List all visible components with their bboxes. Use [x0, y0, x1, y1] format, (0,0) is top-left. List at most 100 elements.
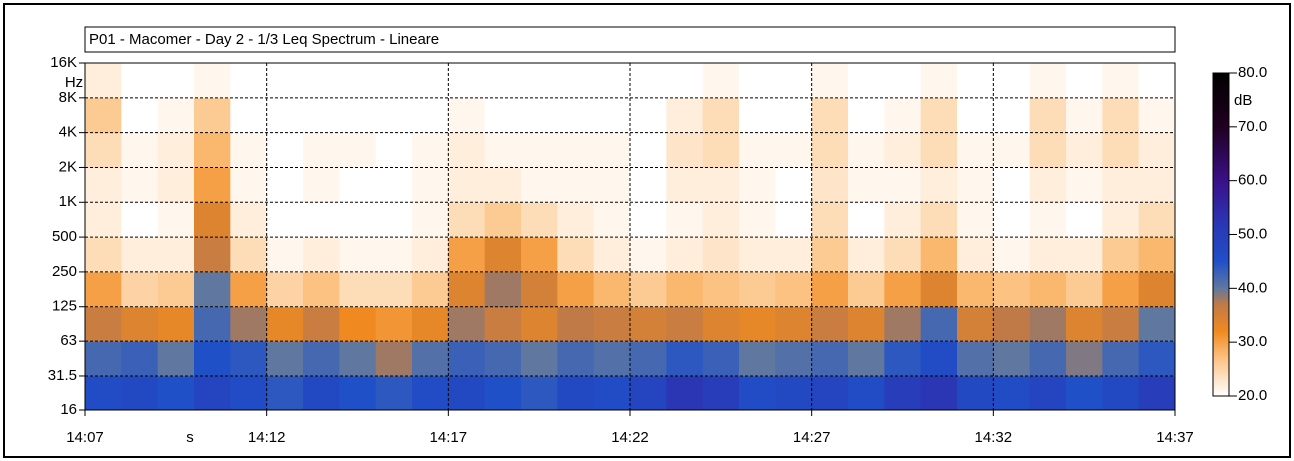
heat-cell [557, 237, 595, 273]
heat-cell [1029, 271, 1067, 308]
heat-cell [557, 97, 595, 134]
heat-cell [957, 63, 994, 99]
heat-cell [412, 271, 449, 308]
heat-cell [666, 202, 704, 238]
heat-cell [412, 306, 449, 342]
colorbar-tick-label: 70.0 [1238, 118, 1267, 135]
heat-cell [702, 306, 740, 342]
heat-cell [157, 132, 195, 168]
heat-cell [339, 202, 377, 238]
heat-cell [448, 341, 486, 377]
heat-cell [375, 202, 413, 238]
heat-cell [739, 97, 776, 134]
heat-cell [811, 306, 849, 342]
y-tick-label: 4K [59, 124, 77, 141]
heat-cell [484, 341, 522, 377]
heat-cell [593, 341, 631, 377]
heat-cell [266, 271, 304, 308]
colorbar-tick-label: 20.0 [1238, 387, 1267, 404]
heat-cell [593, 167, 631, 203]
heat-cell [884, 341, 922, 377]
heat-cell [157, 167, 195, 203]
heat-cell [848, 167, 885, 203]
heat-cell [521, 341, 558, 377]
heat-cell [339, 375, 377, 411]
heat-cell [702, 167, 740, 203]
heat-cell [593, 237, 631, 273]
heat-cell [484, 271, 522, 308]
y-tick-label: 500 [52, 228, 77, 245]
heat-cell [303, 63, 340, 99]
heat-cell [811, 167, 849, 203]
heat-cell [702, 202, 740, 238]
heat-cell [194, 167, 231, 203]
heat-cell [557, 271, 595, 308]
heat-cell [775, 375, 813, 411]
heat-cell [121, 271, 159, 308]
heat-cell [266, 237, 304, 273]
heat-cell [448, 271, 486, 308]
heat-cell [412, 63, 449, 99]
heat-cell [157, 97, 195, 134]
heat-cell [739, 63, 776, 99]
heat-cell [993, 271, 1031, 308]
heat-cell [194, 202, 231, 238]
heat-cell [157, 306, 195, 342]
heat-cell [484, 97, 522, 134]
heat-cell [775, 306, 813, 342]
heat-cell [266, 63, 304, 99]
heat-cell [521, 271, 558, 308]
heat-cell [702, 132, 740, 168]
heat-cell [521, 202, 558, 238]
heat-cell [1066, 167, 1103, 203]
colorbar-tick-label: 30.0 [1238, 333, 1267, 350]
heat-cell [775, 97, 813, 134]
x-tick-label: 14:17 [430, 429, 468, 446]
heat-cell [1138, 63, 1176, 99]
heat-cell [484, 63, 522, 99]
heat-cell [593, 306, 631, 342]
heat-cell [630, 167, 667, 203]
heat-cell [920, 375, 958, 411]
heat-cell [702, 341, 740, 377]
x-tick-label: 14:12 [248, 429, 286, 446]
heat-cell [593, 63, 631, 99]
heat-cell [993, 306, 1031, 342]
heat-cell [230, 341, 268, 377]
heat-cell [630, 271, 667, 308]
heat-cell [557, 167, 595, 203]
heat-cell [557, 132, 595, 168]
heat-cell [266, 375, 304, 411]
heat-cell [920, 341, 958, 377]
heat-cell [121, 97, 159, 134]
y-tick-label: 125 [52, 298, 77, 315]
heat-cell [266, 341, 304, 377]
heat-cell [848, 306, 885, 342]
colorbar [1212, 72, 1230, 397]
heat-cell [157, 271, 195, 308]
heat-cell [593, 271, 631, 308]
heat-cell [194, 341, 231, 377]
heat-cell [739, 132, 776, 168]
heat-cell [811, 132, 849, 168]
heat-cell [1102, 202, 1140, 238]
heat-cell [884, 306, 922, 342]
heat-cell [194, 237, 231, 273]
heat-cell [775, 63, 813, 99]
heat-cell [339, 237, 377, 273]
heat-cell [230, 132, 268, 168]
heat-cell [1138, 97, 1176, 134]
heat-cell [557, 306, 595, 342]
heat-cell [666, 63, 704, 99]
heat-cell [121, 132, 159, 168]
heat-cell [1102, 167, 1140, 203]
heat-cell [630, 97, 667, 134]
heat-cell [157, 237, 195, 273]
heat-cell [1029, 167, 1067, 203]
y-unit: Hz [65, 74, 83, 91]
heat-cell [557, 341, 595, 377]
heat-cell [375, 237, 413, 273]
heat-cell [339, 341, 377, 377]
heat-cell [157, 202, 195, 238]
heat-cell [521, 167, 558, 203]
